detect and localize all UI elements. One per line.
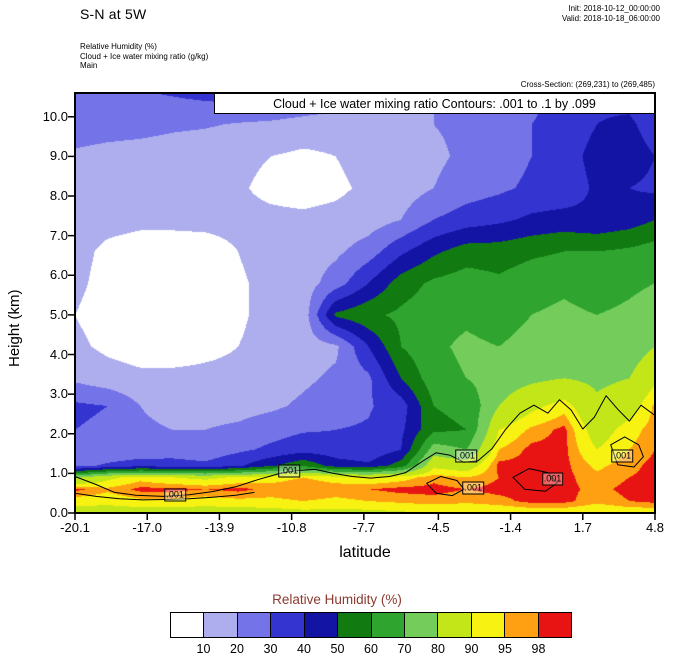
run-times: Init: 2018-10-12_00:00:00 Valid: 2018-10…: [562, 4, 660, 24]
field-line-domain: Main: [80, 61, 98, 70]
cross-section-coords: Cross-Section: (269,231) to (269,485): [520, 80, 655, 89]
x-tick-label: -1.4: [499, 520, 522, 535]
colorbar-swatches: [170, 612, 573, 638]
y-tick-label: 0.0: [49, 505, 68, 520]
colorbar-tick-label: 90: [464, 642, 479, 656]
y-tick-label: 5.0: [49, 306, 68, 322]
contour-info-banner: Cloud + Ice water mixing ratio Contours:…: [214, 93, 655, 114]
colorbar-swatch: [470, 612, 506, 638]
cloud-contour-label: .001: [611, 449, 634, 463]
field-line-cloud: Cloud + Ice water mixing ratio (g/kg): [80, 51, 209, 61]
colorbar-swatch: [170, 612, 205, 638]
y-tick-label: 10.0: [42, 108, 68, 124]
colorbar-swatch: [270, 612, 305, 638]
y-tick-label: 9.0: [49, 148, 68, 164]
cloud-contour-label: .001: [455, 449, 478, 463]
colorbar-swatch: [337, 612, 372, 638]
x-tick-label: -7.7: [352, 520, 376, 535]
cloud-contour-label: .001: [278, 464, 301, 478]
colorbar-tick-label: 80: [431, 642, 445, 656]
x-tick-label: -4.5: [427, 520, 450, 535]
colorbar-swatch: [437, 612, 472, 638]
x-tick-label: -13.9: [204, 520, 235, 535]
y-tick-label: 2.0: [49, 425, 68, 441]
cloud-contour-label: .001: [164, 488, 186, 502]
y-tick-label: 3.0: [49, 386, 68, 402]
cloud-contour-label: .001: [462, 481, 485, 495]
y-tick-label: 6.0: [49, 267, 68, 283]
colorbar-swatch: [504, 612, 539, 638]
y-axis-label: Height (km): [6, 289, 23, 367]
colorbar-tick-label: 60: [364, 642, 378, 656]
colorbar-tick-label: 20: [230, 642, 244, 656]
y-tick-label: 7.0: [49, 227, 68, 243]
colorbar-title: Relative Humidity (%): [272, 592, 402, 607]
x-tick-label: 1.7: [573, 520, 592, 535]
colorbar-tick-label: 70: [397, 642, 412, 656]
cloud-contour-label: .001: [541, 472, 564, 486]
x-tick-label: -10.8: [276, 520, 307, 535]
colorbar-tick-label: 95: [498, 642, 512, 656]
init-time: Init: 2018-10-12_00:00:00: [568, 4, 660, 13]
y-tick-label: 4.0: [49, 346, 68, 362]
colorbar-swatch: [236, 612, 272, 638]
colorbar-swatch: [403, 612, 439, 638]
colorbar-swatch: [537, 612, 573, 638]
x-axis-label: latitude: [339, 544, 391, 561]
field-list: Relative Humidity (%) Cloud + Ice water …: [80, 42, 208, 71]
rh-field-canvas: [75, 93, 655, 513]
colorbar-tick-label: 10: [196, 642, 211, 656]
y-tick-label: 8.0: [49, 188, 68, 204]
page-title: S-N at 5W: [80, 6, 147, 22]
y-tick-label: 1.0: [49, 465, 68, 481]
x-tick-label: -20.1: [60, 520, 90, 535]
valid-time: Valid: 2018-10-18_06:00:00: [561, 14, 660, 23]
x-tick-label: -17.0: [132, 520, 163, 535]
colorbar-swatch: [203, 612, 238, 638]
field-line-rh: Relative Humidity (%): [80, 42, 157, 51]
x-tick-label: 4.8: [645, 520, 665, 535]
colorbar-tick-label: 30: [263, 642, 278, 656]
colorbar-tick-label: 98: [531, 642, 546, 656]
colorbar-tick-label: 50: [330, 642, 345, 656]
colorbar-swatch: [370, 612, 405, 638]
colorbar-tick-label: 40: [297, 642, 311, 656]
colorbar-swatch: [303, 612, 339, 638]
